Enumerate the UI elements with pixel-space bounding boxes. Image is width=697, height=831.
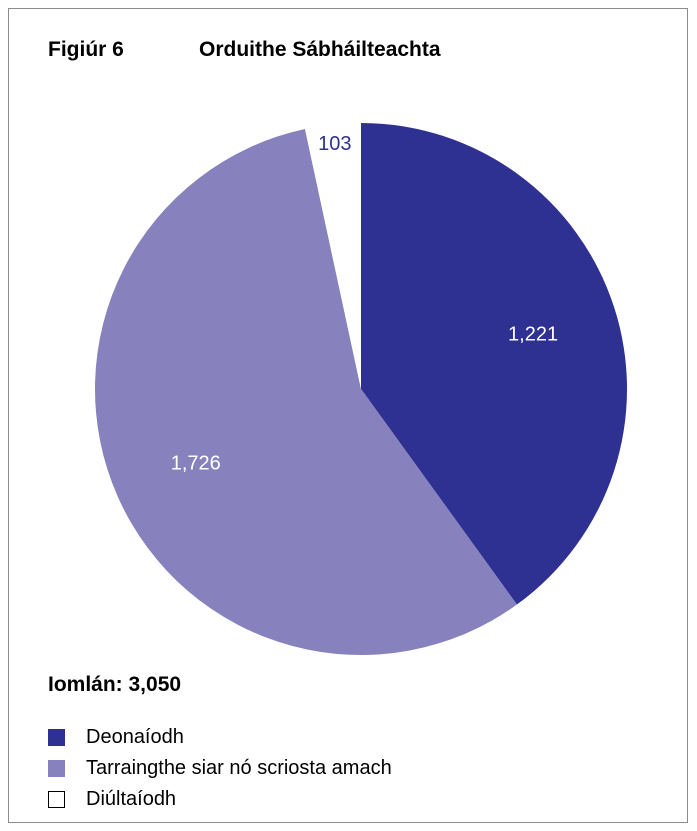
- legend-swatch-refused: [48, 791, 65, 808]
- pie-slice-refused: [304, 123, 361, 389]
- legend-label-granted: Deonaíodh: [86, 726, 184, 748]
- pie-label-refused: 103: [318, 133, 351, 155]
- pie-slice-granted: [361, 123, 628, 605]
- pie-slice-withdrawn: [94, 128, 517, 656]
- total-label: Iomlán: 3,050: [48, 673, 182, 696]
- pie-label-granted: 1,221: [508, 323, 558, 345]
- legend-item-withdrawn: Tarraingthe siar nó scriosta amach: [48, 753, 392, 784]
- legend: Deonaíodh Tarraingthe siar nó scriosta a…: [48, 722, 392, 815]
- legend-label-withdrawn: Tarraingthe siar nó scriosta amach: [86, 757, 392, 779]
- legend-item-granted: Deonaíodh: [48, 722, 392, 753]
- legend-label-refused: Diúltaíodh: [86, 788, 177, 810]
- figure-title: Orduithe Sábháilteachta: [199, 38, 441, 61]
- figure-number: Figiúr 6: [48, 38, 124, 61]
- legend-swatch-withdrawn: [48, 760, 65, 777]
- pie-label-withdrawn: 1,726: [171, 453, 221, 475]
- legend-item-refused: Diúltaíodh: [48, 784, 392, 815]
- legend-swatch-granted: [48, 729, 65, 746]
